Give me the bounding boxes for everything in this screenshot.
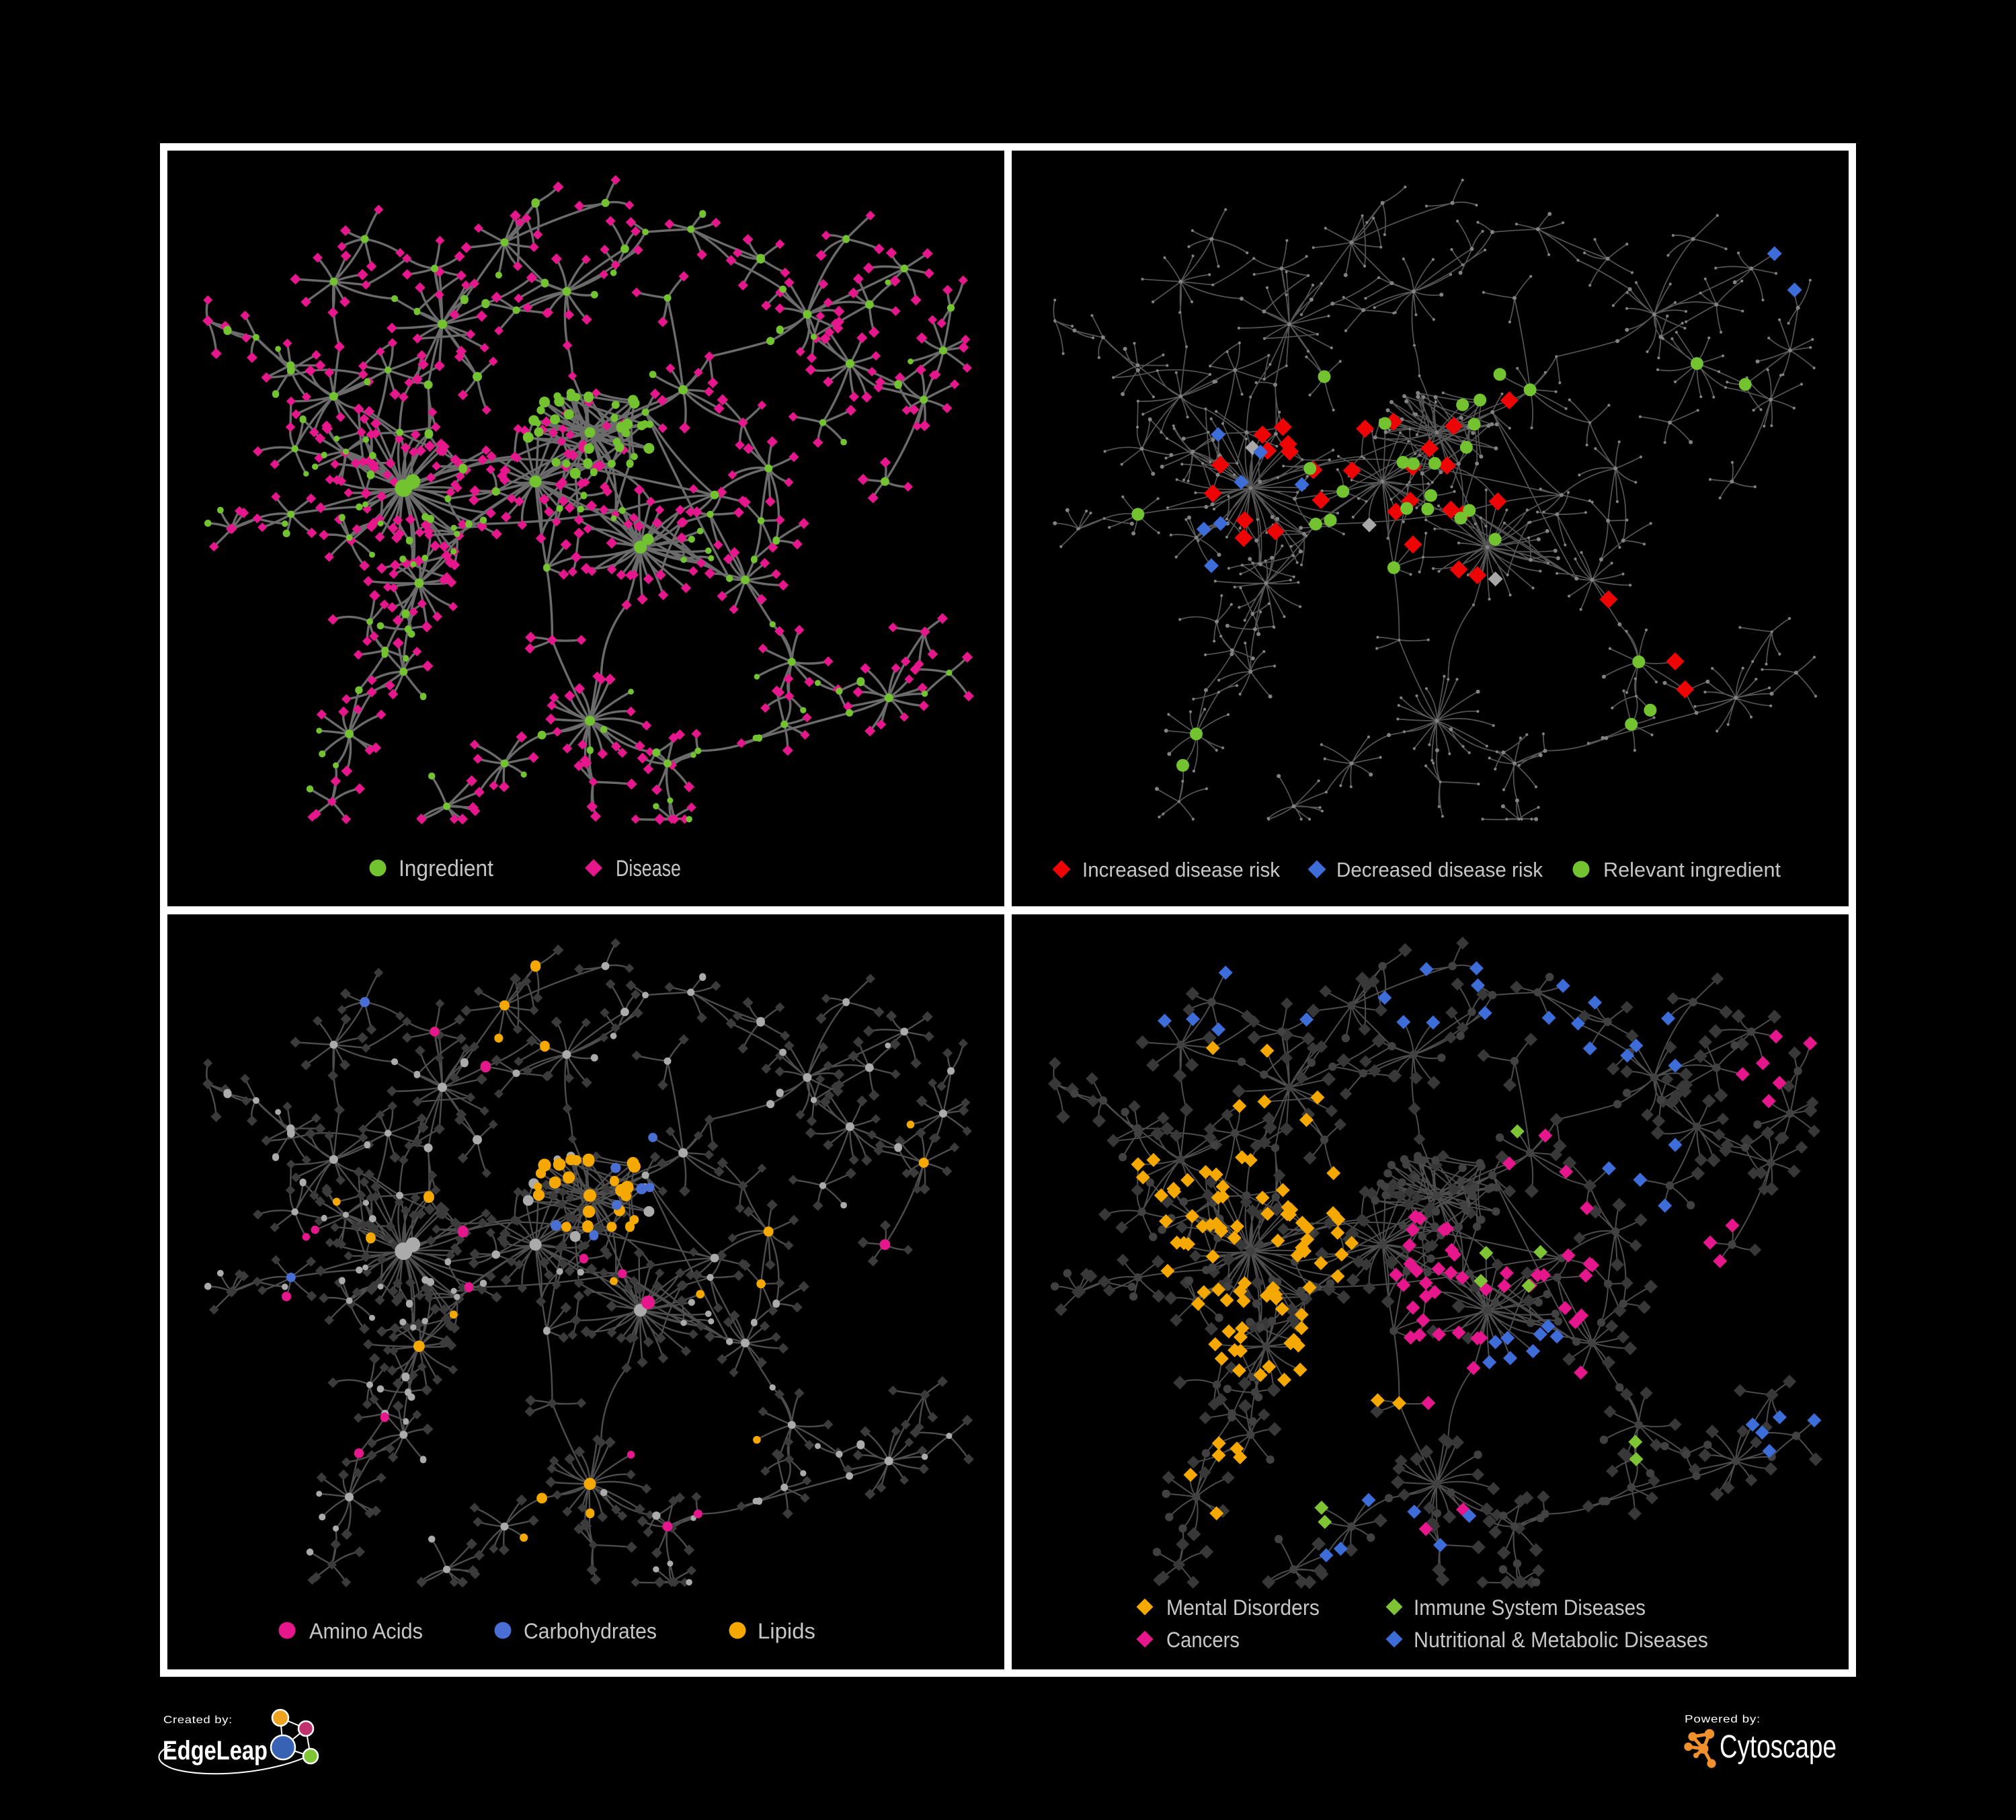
svg-text:EdgeLeap: EdgeLeap	[163, 1736, 268, 1766]
svg-text:Immune System Diseases: Immune System Diseases	[1414, 1595, 1646, 1620]
svg-text:Carbohydrates: Carbohydrates	[524, 1619, 657, 1643]
svg-text:Created by:: Created by:	[163, 1714, 233, 1726]
svg-text:Disease: Disease	[616, 856, 681, 881]
svg-text:Cancers: Cancers	[1166, 1628, 1240, 1652]
svg-text:Lipids: Lipids	[758, 1619, 815, 1643]
svg-text:Decreased disease risk: Decreased disease risk	[1336, 858, 1543, 881]
svg-text:Cytoscape: Cytoscape	[1720, 1729, 1837, 1765]
svg-text:Ingredient: Ingredient	[399, 856, 494, 881]
svg-text:Amino Acids: Amino Acids	[309, 1619, 423, 1643]
svg-text:Relevant ingredient: Relevant ingredient	[1603, 858, 1781, 881]
svg-text:Increased disease risk: Increased disease risk	[1082, 858, 1280, 881]
svg-text:Powered by:: Powered by:	[1685, 1714, 1761, 1725]
svg-text:Nutritional & Metabolic Diseas: Nutritional & Metabolic Diseases	[1414, 1628, 1708, 1652]
svg-text:Mental Disorders: Mental Disorders	[1166, 1595, 1320, 1620]
